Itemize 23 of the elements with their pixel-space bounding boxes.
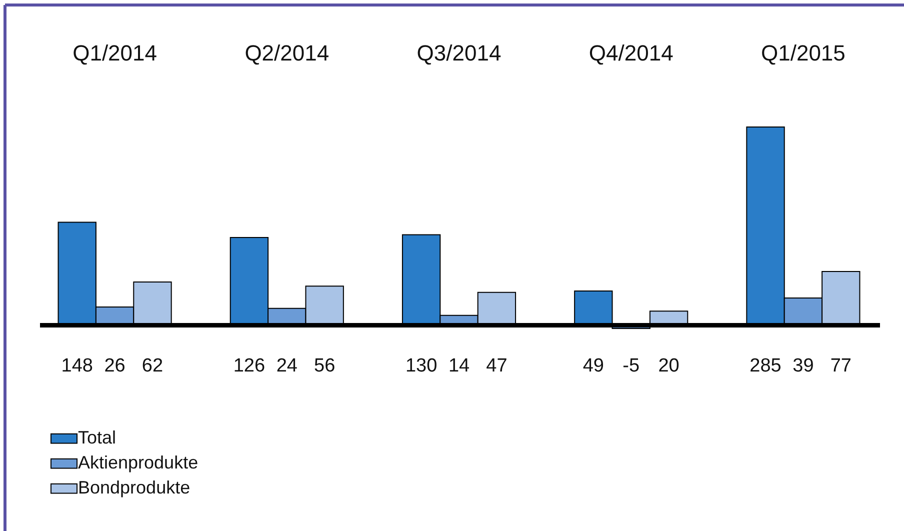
x-tick-label: Q4/2014: [588, 40, 674, 66]
data-label: 77: [830, 356, 852, 377]
legend-label: Aktienprodukte: [78, 452, 198, 473]
x-tick-label: Q2/2014: [244, 40, 330, 66]
data-label: 285: [750, 356, 782, 377]
x-tick-label: Q1/2015: [761, 40, 846, 66]
data-label: 26: [104, 356, 126, 377]
data-label: 56: [314, 356, 336, 377]
legend-label: Total: [78, 428, 116, 448]
data-label: 47: [486, 356, 508, 377]
data-label: 62: [142, 356, 164, 377]
data-label: -5: [622, 356, 640, 377]
data-label: 14: [448, 356, 470, 377]
legend-label: Bondprodukte: [78, 478, 190, 498]
data-label: 39: [792, 356, 814, 377]
data-label: 24: [276, 356, 298, 377]
data-label: 130: [405, 356, 438, 377]
data-label: 49: [582, 356, 604, 377]
x-tick-label: Q1/2014: [72, 40, 157, 66]
data-label: 148: [61, 356, 93, 377]
data-label: 20: [658, 356, 680, 377]
x-tick-label: Q3/2014: [416, 40, 502, 66]
data-label: 126: [233, 356, 266, 377]
